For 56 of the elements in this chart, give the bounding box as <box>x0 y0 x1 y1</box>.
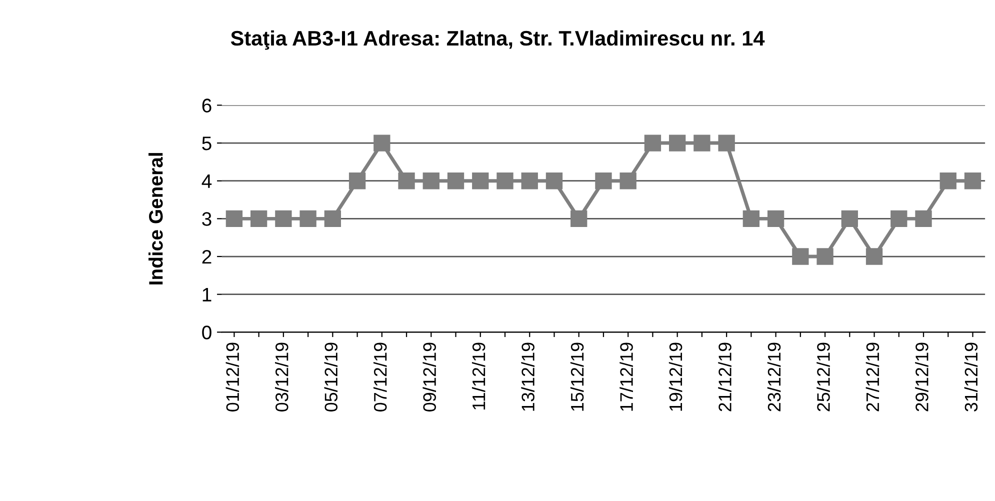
point <box>324 210 341 228</box>
y-tick-label: 0 <box>202 326 212 340</box>
x-tick-label: 17/12/19 <box>620 342 633 411</box>
point <box>250 210 268 228</box>
point <box>767 210 784 228</box>
x-tick-label: 13/12/19 <box>521 342 534 411</box>
y-tick-label: 1 <box>202 288 212 302</box>
point <box>447 172 464 190</box>
point <box>816 248 834 265</box>
x-tick-label: 19/12/19 <box>668 342 682 411</box>
x-tick-label: 15/12/19 <box>570 342 584 411</box>
x-tick-label: 29/12/19 <box>915 342 928 412</box>
x-tick-label: 05/12/19 <box>324 342 338 412</box>
y-tick-label: 6 <box>202 98 212 112</box>
y-tick-label: 3 <box>202 212 212 226</box>
point <box>398 172 415 190</box>
point <box>940 172 956 190</box>
point <box>472 172 489 190</box>
point <box>275 210 292 228</box>
point <box>300 210 316 228</box>
point <box>422 172 440 190</box>
point <box>374 134 390 152</box>
x-tick-label: 11/12/19 <box>472 342 486 410</box>
x-tick-label: 31/12/19 <box>964 342 978 412</box>
x-tick-label: 09/12/19 <box>422 342 436 412</box>
x-tick-label: 03/12/19 <box>275 342 288 412</box>
point <box>915 210 932 228</box>
point <box>595 172 612 190</box>
point <box>620 172 636 190</box>
point <box>890 210 908 228</box>
point <box>718 134 735 152</box>
point <box>496 172 514 190</box>
point <box>546 172 563 190</box>
x-tick-label: 21/12/19 <box>718 342 732 412</box>
y-tick-label: 2 <box>202 250 212 264</box>
chart-title: Staţia AB3-I1 Adresa: Zlatna, Str. T.Vladimirescu nr. 14 <box>230 30 765 50</box>
point <box>348 172 366 190</box>
x-tick-label: 27/12/19 <box>866 342 880 412</box>
point <box>570 210 588 228</box>
point <box>694 134 710 152</box>
point <box>521 172 538 190</box>
y-axis-title: Indice General <box>148 153 163 284</box>
x-tick-label: 23/12/19 <box>767 342 781 412</box>
y-tick-label: 5 <box>202 136 212 150</box>
point <box>742 210 760 228</box>
x-tick-label: 07/12/19 <box>373 342 387 412</box>
x-tick-label: 25/12/19 <box>816 342 830 412</box>
x-tick-label: 01/12/19 <box>226 342 240 412</box>
point <box>668 134 686 152</box>
point <box>792 248 809 265</box>
y-tick-label: 4 <box>202 174 212 188</box>
point <box>964 172 982 190</box>
point <box>866 248 883 265</box>
point <box>226 210 243 228</box>
point <box>841 210 858 228</box>
point <box>644 134 662 152</box>
